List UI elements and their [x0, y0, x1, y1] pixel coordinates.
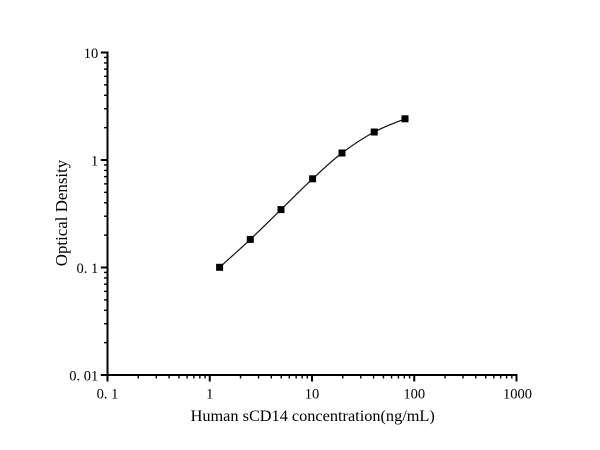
svg-text:1: 1: [91, 153, 98, 169]
svg-text:10: 10: [84, 46, 99, 62]
svg-text:Human sCD14 concentration(ng/m: Human sCD14 concentration(ng/mL): [191, 406, 435, 425]
svg-text:Optical Density: Optical Density: [52, 159, 71, 266]
svg-text:10: 10: [305, 386, 320, 402]
svg-text:1: 1: [206, 386, 213, 402]
svg-text:0. 1: 0. 1: [77, 261, 99, 277]
svg-text:0. 1: 0. 1: [97, 386, 119, 402]
svg-text:1000: 1000: [503, 386, 532, 402]
svg-text:100: 100: [403, 386, 425, 402]
svg-text:0. 01: 0. 01: [69, 368, 98, 384]
